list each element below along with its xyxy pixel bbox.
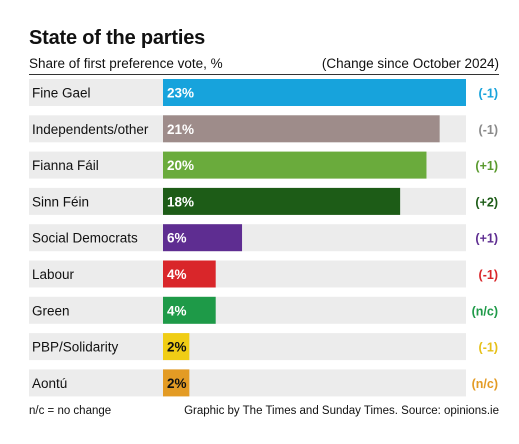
change-label-aont: (n/c) — [472, 377, 498, 391]
bar-green — [163, 296, 216, 324]
bar-pbp-solidarity — [163, 333, 190, 361]
bar-independents-other — [163, 115, 440, 143]
change-label-labour: (-1) — [479, 268, 498, 282]
category-label-green: Green — [32, 303, 70, 318]
row-background-green — [29, 296, 466, 324]
data-label-labour: 4% — [167, 267, 187, 282]
change-column-header: (Change since October 2024) — [321, 56, 499, 71]
data-label-pbp-solidarity: 2% — [167, 340, 187, 355]
data-label-green: 4% — [167, 303, 187, 318]
data-label-fianna-f-il: 20% — [167, 158, 194, 173]
row-background-social-democrats — [29, 224, 466, 252]
change-label-independents-other: (-1) — [479, 123, 498, 137]
row-background-aont — [29, 369, 466, 397]
bar-fine-gael — [163, 79, 466, 106]
row-background-labour — [29, 260, 466, 288]
data-label-social-democrats: 6% — [167, 231, 187, 246]
category-label-sinn-f-in: Sinn Féin — [32, 194, 89, 209]
category-label-fianna-f-il: Fianna Fáil — [32, 158, 99, 173]
change-label-sinn-f-in: (+2) — [475, 195, 498, 209]
change-label-fine-gael: (-1) — [479, 87, 498, 101]
bar-aont — [163, 369, 190, 397]
category-label-social-democrats: Social Democrats — [32, 231, 138, 246]
row-background-pbp-solidarity — [29, 333, 466, 361]
header-divider — [29, 74, 499, 75]
bar-social-democrats — [163, 224, 243, 252]
bar-labour — [163, 260, 216, 288]
category-label-labour: Labour — [32, 267, 75, 282]
category-label-pbp-solidarity: PBP/Solidarity — [32, 340, 119, 355]
footnote: n/c = no change — [29, 405, 112, 417]
change-label-green: (n/c) — [472, 304, 498, 318]
data-label-independents-other: 21% — [167, 122, 194, 137]
data-label-aont: 2% — [167, 376, 187, 391]
change-label-fianna-f-il: (+1) — [475, 159, 498, 173]
source-credit: Graphic by The Times and Sunday Times. S… — [184, 405, 499, 417]
bar-fianna-f-il — [163, 151, 427, 179]
category-label-independents-other: Independents/other — [32, 122, 149, 137]
data-label-fine-gael: 23% — [167, 86, 194, 101]
category-label-fine-gael: Fine Gael — [32, 86, 91, 101]
bar-sinn-f-in — [163, 187, 401, 215]
change-label-social-democrats: (+1) — [475, 232, 498, 246]
chart-title: State of the parties — [29, 27, 206, 49]
category-label-aont: Aontú — [32, 376, 67, 391]
change-label-pbp-solidarity: (-1) — [479, 341, 498, 355]
data-label-sinn-f-in: 18% — [167, 194, 194, 209]
chart-subtitle: Share of first preference vote, % — [29, 56, 223, 71]
